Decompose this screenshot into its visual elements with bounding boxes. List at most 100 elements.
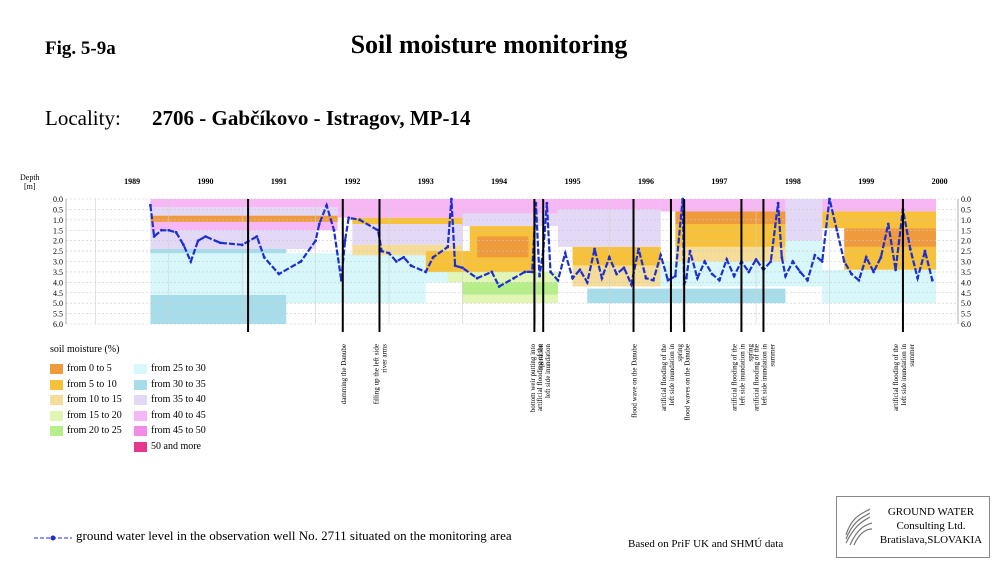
wave-logo-icon bbox=[845, 508, 873, 546]
gwl-legend-label: ground water level in the observation we… bbox=[76, 528, 512, 543]
gwl-point bbox=[149, 203, 152, 207]
event-label-line: left side inundation bbox=[544, 344, 552, 399]
x-year-label: 1989 bbox=[124, 177, 140, 186]
gwl-point bbox=[409, 264, 413, 268]
gwl-point bbox=[174, 230, 178, 234]
y-tick-label-left: 0.0 bbox=[53, 195, 63, 204]
gwl-point bbox=[732, 274, 736, 278]
gwl-point bbox=[343, 239, 347, 243]
gwl-point bbox=[325, 203, 329, 207]
event-label-line: spring bbox=[676, 344, 684, 362]
event-label: flood wave on the Danube bbox=[631, 344, 639, 418]
gwl-point bbox=[314, 239, 318, 243]
y-tick-label-right: 0.0 bbox=[961, 195, 971, 204]
gwl-point bbox=[556, 278, 560, 282]
gwl-point bbox=[563, 251, 567, 255]
y-tick-label-right: 4.0 bbox=[961, 278, 971, 287]
x-year-label: 1997 bbox=[711, 177, 727, 186]
moisture-cell bbox=[150, 207, 353, 216]
event-label-line: spring bbox=[746, 344, 754, 362]
legend-label: from 0 to 5 bbox=[67, 363, 112, 374]
gwl-point bbox=[240, 243, 244, 247]
legend-label: from 30 to 35 bbox=[151, 378, 206, 390]
y-tick-label-right: 3.0 bbox=[961, 258, 971, 267]
legend-swatch bbox=[134, 410, 147, 421]
moisture-cell bbox=[150, 230, 316, 249]
gwl-point bbox=[864, 255, 868, 259]
moisture-cell bbox=[150, 294, 287, 324]
event-label-line: artificial flooding of the bbox=[660, 344, 668, 411]
gwl-point bbox=[453, 264, 457, 268]
gwl-point bbox=[152, 235, 156, 238]
legend-label: from 35 to 40 bbox=[151, 394, 206, 405]
legend-label: from 40 to 45 bbox=[151, 409, 206, 421]
legend-title: soil moisture (%) bbox=[50, 344, 120, 355]
y-tick-label-right: 4.5 bbox=[961, 289, 971, 298]
moisture-cell bbox=[572, 246, 661, 266]
x-year-label: 1999 bbox=[858, 177, 874, 186]
y-tick-label-left: 2.0 bbox=[53, 237, 63, 246]
event-label-line: summer bbox=[908, 343, 916, 366]
event-label: artificial flooding of the left side inun… bbox=[660, 344, 684, 412]
moisture-cell bbox=[352, 224, 463, 245]
gwl-point bbox=[894, 268, 897, 272]
legend-swatch bbox=[50, 410, 63, 421]
y-tick-label-right: 3.5 bbox=[961, 268, 971, 277]
gwl-point bbox=[545, 201, 549, 205]
gwl-point bbox=[717, 278, 721, 282]
gwl-point bbox=[923, 249, 927, 253]
gwl-point bbox=[806, 278, 809, 282]
gwl-point bbox=[725, 258, 729, 261]
gwl-point bbox=[317, 222, 321, 226]
gwl-point bbox=[769, 260, 773, 263]
event-label: flood waves on the Danube bbox=[683, 344, 691, 421]
gwl-point bbox=[475, 276, 479, 280]
moisture-cell bbox=[462, 294, 558, 304]
gwl-point bbox=[167, 228, 171, 232]
event-label-line: left side inundation in bbox=[900, 344, 908, 406]
gwl-point bbox=[182, 243, 185, 247]
event-label: artificial flooding of the left side inun… bbox=[536, 344, 552, 412]
y-tick-label-left: 0.5 bbox=[53, 205, 63, 214]
locality-value: 2706 - Gabčíkovo - Istragov, MP-14 bbox=[152, 106, 471, 130]
legend-swatch bbox=[134, 364, 147, 374]
legend-label: from 20 to 25 bbox=[67, 425, 122, 436]
logo-line-2: Consulting Ltd. bbox=[896, 520, 966, 532]
moisture-cell bbox=[150, 199, 353, 208]
y-tick-label-left: 3.0 bbox=[53, 258, 63, 267]
event-label-line: artificial flooding of the bbox=[752, 344, 760, 411]
gwl-point bbox=[872, 270, 875, 274]
gwl-point bbox=[277, 272, 281, 276]
gwl-point bbox=[615, 272, 619, 276]
gwl-point bbox=[549, 270, 552, 274]
event-label: damming the Danube bbox=[340, 344, 348, 404]
gwl-point bbox=[784, 274, 787, 278]
event-label-line: operation bbox=[537, 344, 545, 371]
gwl-point bbox=[512, 276, 516, 280]
grid bbox=[66, 198, 958, 325]
x-year-label: 1992 bbox=[344, 177, 360, 186]
y-tick-label-right: 2.0 bbox=[961, 237, 971, 246]
gwl-point bbox=[593, 247, 596, 251]
gwl-point bbox=[402, 255, 406, 259]
y-tick-label-left: 4.5 bbox=[53, 289, 63, 298]
logo-line-3: Bratislava,SLOVAKIA bbox=[879, 534, 983, 546]
x-year-label: 1990 bbox=[197, 177, 213, 186]
y-tick-label-right: 0.5 bbox=[961, 205, 971, 214]
legend-label: from 25 to 30 bbox=[151, 363, 206, 374]
legend-label: from 5 to 10 bbox=[67, 378, 117, 390]
event-label-line: bottom weir putting into bbox=[529, 344, 537, 413]
gwl-point bbox=[879, 255, 883, 259]
event-label-line: damming the Danube bbox=[340, 344, 348, 404]
gwl-point bbox=[666, 278, 670, 282]
gwl-point bbox=[798, 270, 802, 274]
x-year-label: 1994 bbox=[491, 177, 507, 186]
moisture-cell bbox=[150, 221, 338, 231]
gwl-point bbox=[262, 255, 266, 259]
gwl-point bbox=[842, 260, 846, 263]
moisture-cell bbox=[675, 211, 786, 224]
gwl-point bbox=[607, 255, 611, 259]
moisture-cell bbox=[352, 217, 463, 224]
gwl-legend-marker bbox=[34, 535, 72, 541]
